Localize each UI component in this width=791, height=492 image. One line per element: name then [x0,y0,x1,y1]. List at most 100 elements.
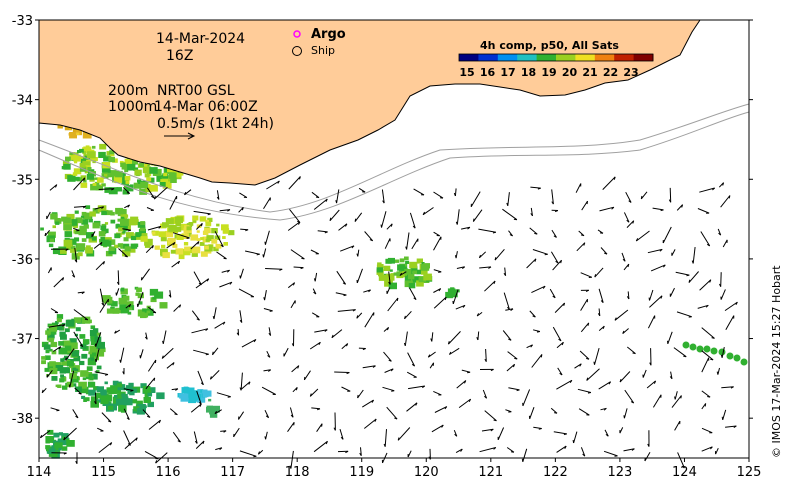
current-vector [699,279,712,291]
x-tick-label: 118 [285,465,310,480]
current-vector [123,408,130,420]
current-vector [238,206,244,213]
current-vector [720,272,722,287]
current-vector [213,307,217,320]
current-vector [123,430,131,446]
sst-cell [92,222,100,229]
scale-arrow [164,132,196,140]
colorbar-segment [517,54,538,61]
sst-cell [140,236,148,242]
sst-cell [62,385,68,390]
current-vector [240,372,243,391]
sst-cell [90,183,99,191]
sst-cell [139,162,145,167]
y-tick-label: -35 [12,173,33,188]
current-vector-head [202,440,205,444]
current-vector [671,395,682,408]
current-vector [95,332,102,347]
current-vector [508,387,520,391]
sst-cell [119,218,129,226]
current-vector [166,241,176,249]
current-vector [148,306,157,314]
sst-cell [174,226,182,232]
sst-cell [60,248,67,254]
sst-cell [137,293,144,299]
sst-cell [726,352,734,360]
current-vector [556,341,564,349]
sst-cell [46,328,51,331]
sst-cell [191,246,201,254]
current-vector-head [58,346,62,350]
current-vector-head [44,232,47,237]
current-vector [95,392,97,405]
current-vector-head [46,374,49,378]
current-vector-head [705,304,709,308]
sst-cell [416,280,424,287]
current-vector [701,427,713,434]
sst-cell [83,179,87,183]
sst-cell [101,393,109,399]
sst-cell [95,392,103,399]
current-vector-head [265,415,269,419]
current-vector [265,268,283,270]
current-vector [153,186,168,200]
current-vector [433,288,441,293]
current-vector-head [683,355,687,358]
current-vector [212,347,219,356]
current-vector-head [194,440,198,444]
sst-cell [211,406,220,413]
current-vector-head [686,274,690,277]
current-vector [644,451,651,462]
sst-cell [94,181,100,186]
current-vector [676,204,683,211]
x-tick-label: 121 [478,465,503,480]
current-vector-head [447,341,450,345]
sst-cell [144,163,148,167]
current-vector-head [516,389,520,392]
sst-cell [69,152,73,155]
current-vector [291,365,300,373]
current-vector [580,298,588,311]
sst-cell [63,239,73,247]
colorbar-segment [478,54,499,61]
current-vector-head [569,380,573,383]
sst-cell [421,262,425,265]
current-vector-head [537,187,541,190]
sst-cell [124,175,131,181]
current-vector [688,271,699,283]
current-vector [478,228,496,233]
sst-cell [63,361,69,366]
sst-cell [63,163,71,170]
current-vector-head [563,302,566,306]
current-vector [48,324,66,328]
current-vector [263,308,273,312]
sst-cell [134,169,142,176]
sst-cell [92,328,99,333]
current-vector [356,312,363,319]
sst-cell [41,356,46,360]
sst-cell [139,226,146,232]
current-vector-head [362,348,366,351]
current-vector [721,386,734,389]
sst-cell [175,221,182,226]
sst-cell [65,438,70,442]
current-vector-head [239,275,241,279]
sst-cell [123,243,130,249]
current-vector-head [63,437,66,441]
current-vector-head [175,388,179,391]
current-vector-head [351,245,355,249]
current-vector-head [704,403,707,407]
current-vector-head [711,337,715,339]
current-vector [701,357,710,373]
sst-cell [87,319,92,324]
current-vector-head [301,257,305,260]
current-vector-head [635,238,639,242]
current-vector [720,195,731,208]
current-vector [69,370,75,388]
current-vector-head [239,319,243,323]
current-vector [145,377,156,390]
y-tick-label: -34 [12,94,33,109]
current-vector [428,351,436,358]
current-vector-head [553,235,557,238]
sst-cell [55,321,59,324]
